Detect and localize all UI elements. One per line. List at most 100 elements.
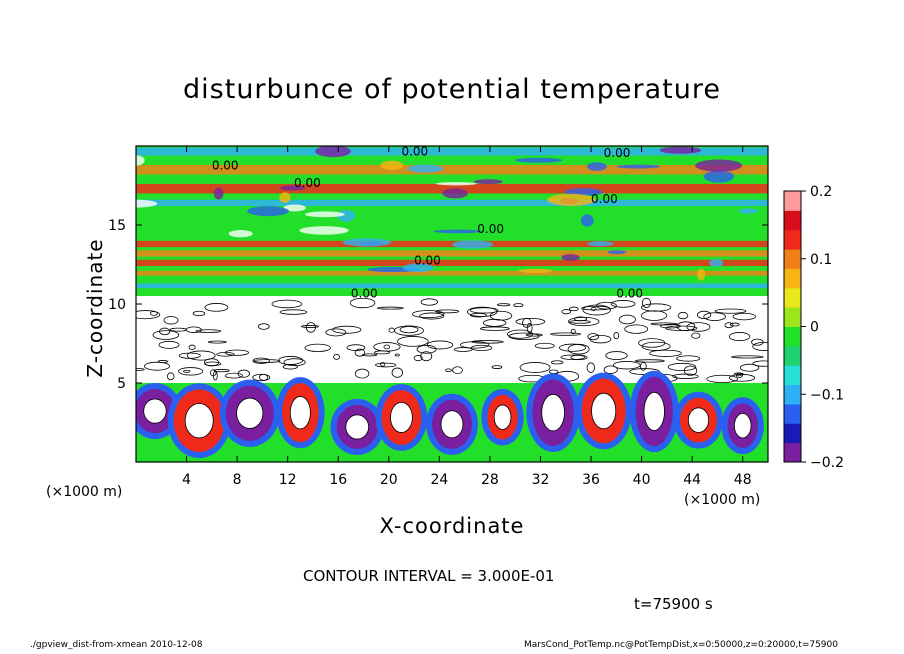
colorbar-segment-4	[784, 365, 801, 386]
contour-49	[419, 312, 445, 320]
contour-138	[706, 374, 738, 384]
colorbar-tick-label-1: 0.1	[810, 252, 832, 268]
colorbar-segment-13	[784, 191, 801, 211]
contour-8	[641, 297, 651, 308]
upper-patch-33	[315, 146, 351, 158]
contour-interval-text: CONTOUR INTERVAL = 3.000E-01	[303, 567, 555, 585]
contour-label-5: 0.00	[591, 192, 618, 206]
upper-patch-1	[452, 240, 494, 249]
y-tick-label-0: 5	[117, 376, 126, 392]
contour-31	[729, 322, 740, 327]
colorbar-segment-0	[784, 442, 801, 463]
contour-22	[253, 359, 281, 363]
upper-patch-14	[442, 188, 468, 199]
contour-43	[586, 362, 596, 373]
contour-label-0: 0.00	[212, 159, 239, 173]
contour-label-3: 0.00	[294, 176, 321, 190]
contour-23	[703, 312, 726, 321]
x-axis-label: X-coordinate	[379, 514, 525, 538]
roll-core-6	[440, 410, 464, 439]
band-4	[136, 240, 768, 248]
contour-86	[730, 355, 764, 359]
contour-60	[144, 361, 170, 371]
contour-27	[696, 310, 712, 320]
contour-133	[271, 299, 303, 309]
contour-140	[163, 316, 179, 325]
contour-122	[169, 327, 187, 332]
x-tick-label-10: 44	[683, 472, 701, 488]
contour-144	[158, 340, 180, 349]
contour-150	[526, 322, 533, 334]
upper-patch-30	[280, 185, 306, 191]
contour-158	[413, 355, 423, 362]
contour-101	[399, 326, 419, 334]
contour-67	[638, 338, 666, 348]
contour-125	[300, 325, 319, 328]
band-3	[136, 199, 768, 207]
upper-patch-11	[228, 230, 253, 238]
upper-patch-23	[697, 268, 706, 281]
contour-98	[152, 330, 180, 340]
footer-left: ./gpview_dist-from-xmean 2010-12-08	[30, 640, 203, 650]
contour-157	[724, 322, 734, 329]
contour-145	[213, 369, 230, 373]
contour-45	[714, 308, 747, 314]
contour-146	[305, 322, 316, 333]
upper-patch-29	[659, 146, 702, 154]
x-tick-label-3: 16	[329, 472, 347, 488]
contour-132	[349, 297, 376, 309]
x-tick-label-9: 40	[633, 472, 651, 488]
roll-core-10	[643, 391, 665, 431]
contour-54	[445, 368, 452, 372]
contour-label-1: 0.00	[401, 144, 428, 158]
contour-147	[691, 332, 701, 339]
roll-core-5	[390, 402, 413, 433]
contour-149	[380, 362, 386, 367]
contour-61	[279, 309, 308, 315]
contour-91	[589, 335, 612, 344]
contour-59	[752, 360, 768, 367]
contour-38	[634, 359, 665, 363]
upper-patch-16	[616, 164, 661, 169]
contour-64	[641, 310, 668, 321]
contour-127	[204, 358, 220, 367]
contour-2	[590, 306, 597, 311]
contour-117	[420, 298, 438, 306]
upper-patch-21	[136, 199, 158, 208]
roll-core-3	[289, 396, 311, 430]
upper-patch-5	[547, 193, 596, 206]
upper-patch-22	[561, 254, 580, 261]
upper-patch-8	[586, 162, 607, 171]
upper-patch-32	[587, 241, 614, 247]
contour-89	[613, 361, 641, 370]
contour-151	[178, 367, 204, 376]
upper-patch-10	[342, 238, 392, 247]
y-tick-label-1: 10	[108, 297, 126, 313]
colorbar-tick-label-0: 0.2	[810, 184, 832, 200]
contour-114	[519, 362, 551, 373]
colorbar-segment-6	[784, 326, 801, 347]
upper-patch-15	[283, 204, 306, 212]
band-8	[136, 283, 768, 289]
contour-24	[460, 341, 490, 349]
upper-patch-36	[402, 263, 434, 273]
x-tick-label-5: 24	[430, 472, 448, 488]
contour-155	[739, 363, 760, 372]
band-7	[136, 270, 768, 276]
contour-66	[667, 362, 697, 372]
contour-142	[361, 353, 378, 357]
contour-121	[469, 312, 487, 318]
contour-88	[587, 333, 599, 341]
upper-patch-34	[709, 258, 724, 267]
contour-129	[561, 309, 572, 315]
band-1	[136, 164, 768, 175]
contour-34	[728, 332, 751, 342]
contour-76	[491, 365, 503, 369]
upper-patch-28	[213, 187, 224, 200]
contour-99	[178, 352, 201, 359]
contour-77	[332, 325, 362, 334]
roll-core-9	[591, 392, 617, 430]
upper-patch-37	[435, 182, 477, 186]
x-tick-label-7: 32	[532, 472, 550, 488]
contour-79	[224, 372, 243, 379]
